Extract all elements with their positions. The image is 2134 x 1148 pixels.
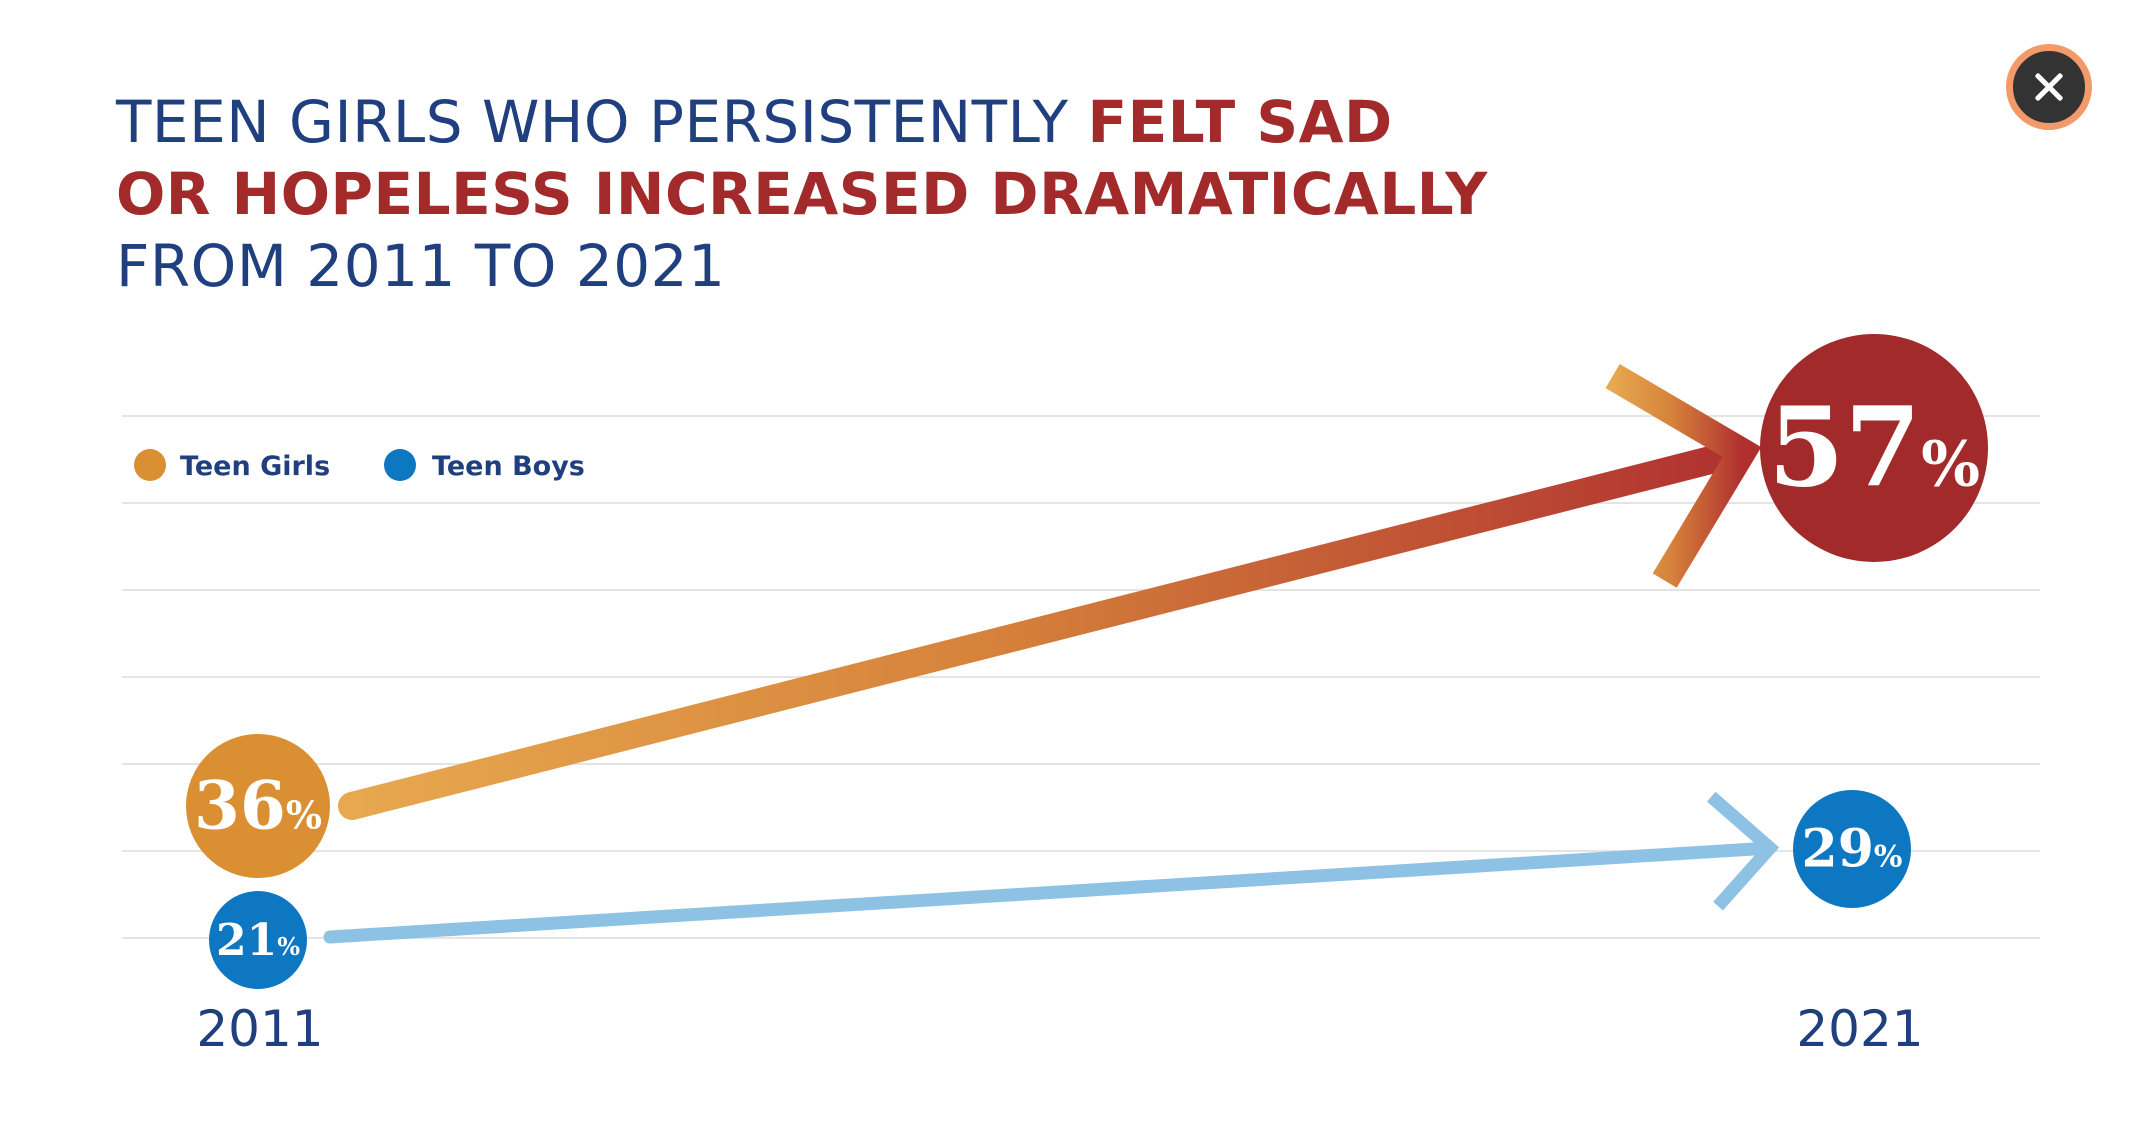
- boys-arrow-arrowhead: [1706, 791, 1780, 911]
- legend-swatch: [384, 449, 416, 481]
- legend-label: Teen Boys: [432, 451, 585, 482]
- title-highlight-1: FELT SAD: [1087, 88, 1393, 156]
- title-highlight-2: OR HOPELESS INCREASED DRAMATICALLY: [116, 160, 1488, 228]
- x-axis: 2011 2021: [196, 1000, 1923, 1058]
- girls-2011-point: [186, 734, 330, 878]
- legend: Teen Girls Teen Boys: [134, 449, 585, 482]
- series-layer: 36% 57% 21% 29%: [186, 334, 1988, 989]
- legend-label: Teen Girls: [180, 451, 330, 482]
- girls-2021-point: [1760, 334, 1988, 562]
- girls-arrow-arrowhead: [1605, 364, 1762, 588]
- x-tick-label: 2011: [196, 1000, 323, 1058]
- title-part-2: FROM 2011 TO 2021: [116, 232, 726, 300]
- boys-2011-point-label: 21%: [216, 915, 300, 966]
- x-tick-label: 2021: [1796, 1000, 1923, 1058]
- chart-title: TEEN GIRLS WHO PERSISTENTLY FELT SAD OR …: [116, 86, 1488, 302]
- girls-2011-point-label: 36%: [194, 766, 322, 844]
- boys-2021-point: [1793, 790, 1911, 908]
- girls-2021-point-label: 57%: [1768, 382, 1980, 511]
- boys-2011-point: [209, 891, 307, 989]
- girls-arrow-line: [338, 438, 1756, 820]
- boys-2021-point-label: 29%: [1802, 819, 1903, 880]
- title-part-1: TEEN GIRLS WHO PERSISTENTLY: [116, 88, 1088, 156]
- boys-arrow-line: [323, 841, 1777, 944]
- close-button[interactable]: [2006, 44, 2092, 130]
- legend-swatch: [134, 449, 166, 481]
